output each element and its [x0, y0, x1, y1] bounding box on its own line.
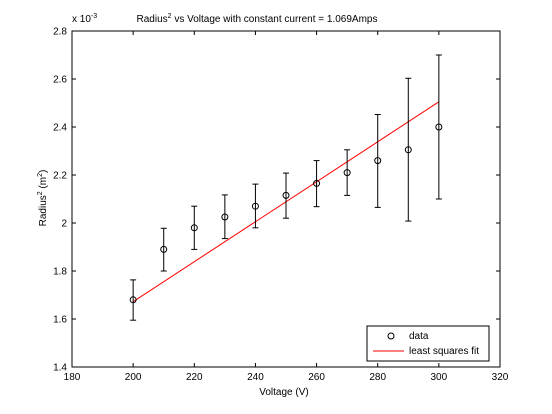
data-point	[343, 169, 351, 177]
legend-fit-label: least squares fit	[409, 346, 479, 357]
x-tick-label: 300	[431, 372, 448, 383]
data-point	[129, 296, 137, 304]
x-tick-label: 220	[186, 372, 203, 383]
legend-box	[366, 325, 490, 362]
y-tick-label: 1.8	[53, 267, 67, 278]
data-point	[221, 213, 229, 221]
legend: data least squares fit	[366, 325, 490, 362]
x-axis-label: Voltage (V)	[259, 387, 308, 398]
x-tick-label: 180	[64, 372, 81, 383]
x-tick-label: 260	[308, 372, 325, 383]
y-axis-label: Radius2 (m2)	[37, 170, 49, 227]
y-tick-label: 2	[61, 219, 67, 230]
x-tick-label: 280	[369, 372, 386, 383]
y-tick-label: 2.2	[53, 171, 67, 182]
x-tick-label: 240	[247, 372, 264, 383]
y-tick-label: 2.6	[53, 75, 67, 86]
x-tick-label: 200	[125, 372, 142, 383]
ticks	[71, 30, 501, 368]
x-tick-label: 320	[492, 372, 509, 383]
data-point	[251, 202, 259, 210]
data-point	[374, 157, 382, 165]
legend-data-marker	[387, 332, 395, 340]
errorbar-layer	[130, 54, 442, 321]
y-tick-label: 1.6	[53, 315, 67, 326]
data-point	[282, 191, 290, 199]
data-point	[404, 146, 412, 154]
y-tick-label: 1.4	[53, 363, 67, 374]
chart-title: Radius2 vs Voltage with constant current…	[137, 13, 378, 25]
y-multiplier: x 10-3	[72, 13, 97, 25]
y-tick-label: 2.4	[53, 123, 67, 134]
marker-layer	[129, 123, 443, 304]
legend-data-label: data	[409, 331, 429, 342]
data-point	[435, 123, 443, 131]
data-point	[313, 179, 321, 187]
data-point	[190, 224, 198, 232]
tick-labels: 180 200 220 240 260 280 300 320 1.4 1.6 1.8 2 2.2 2.4…	[53, 27, 509, 384]
data-point	[160, 245, 168, 253]
y-tick-label: 2.8	[53, 27, 67, 38]
